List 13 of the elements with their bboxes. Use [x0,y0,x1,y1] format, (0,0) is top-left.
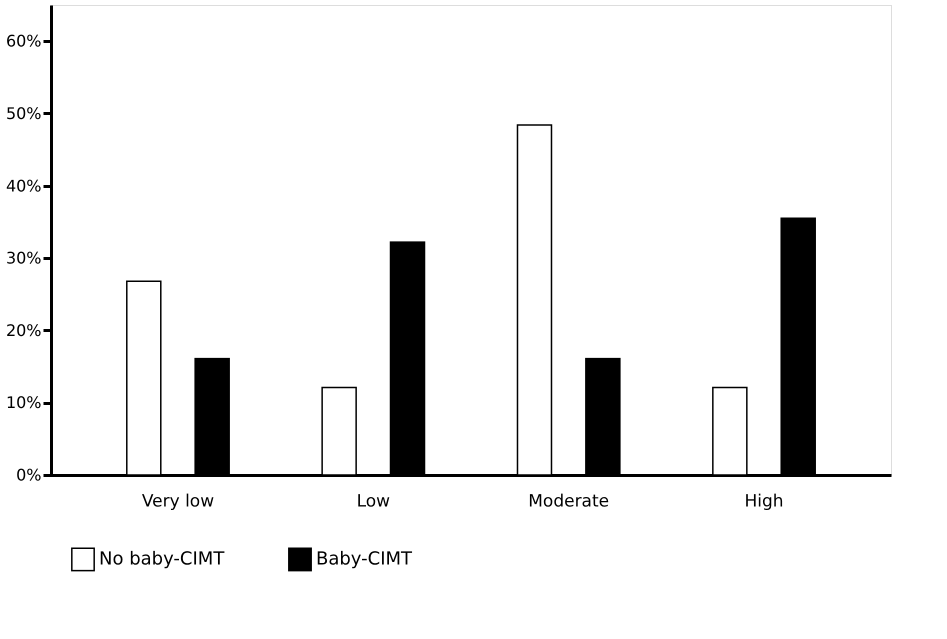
y-tick-label: 20% [6,320,42,340]
y-tick-label: 30% [6,248,42,268]
x-tick-label: High [744,492,784,512]
y-tick-label: 60% [6,32,42,51]
x-tick-label: Moderate [528,492,610,512]
y-tick-label: 10% [6,393,42,412]
y-tick-label: 0% [16,466,42,484]
x-tick-label: Very low [142,492,214,512]
y-tick-label: 50% [6,104,42,123]
legend-label: Baby-CIMT [316,548,414,570]
legend-label: No baby-CIMT [99,548,226,570]
x-tick-label: Low [356,492,390,512]
y-tick-label: 40% [6,176,42,196]
